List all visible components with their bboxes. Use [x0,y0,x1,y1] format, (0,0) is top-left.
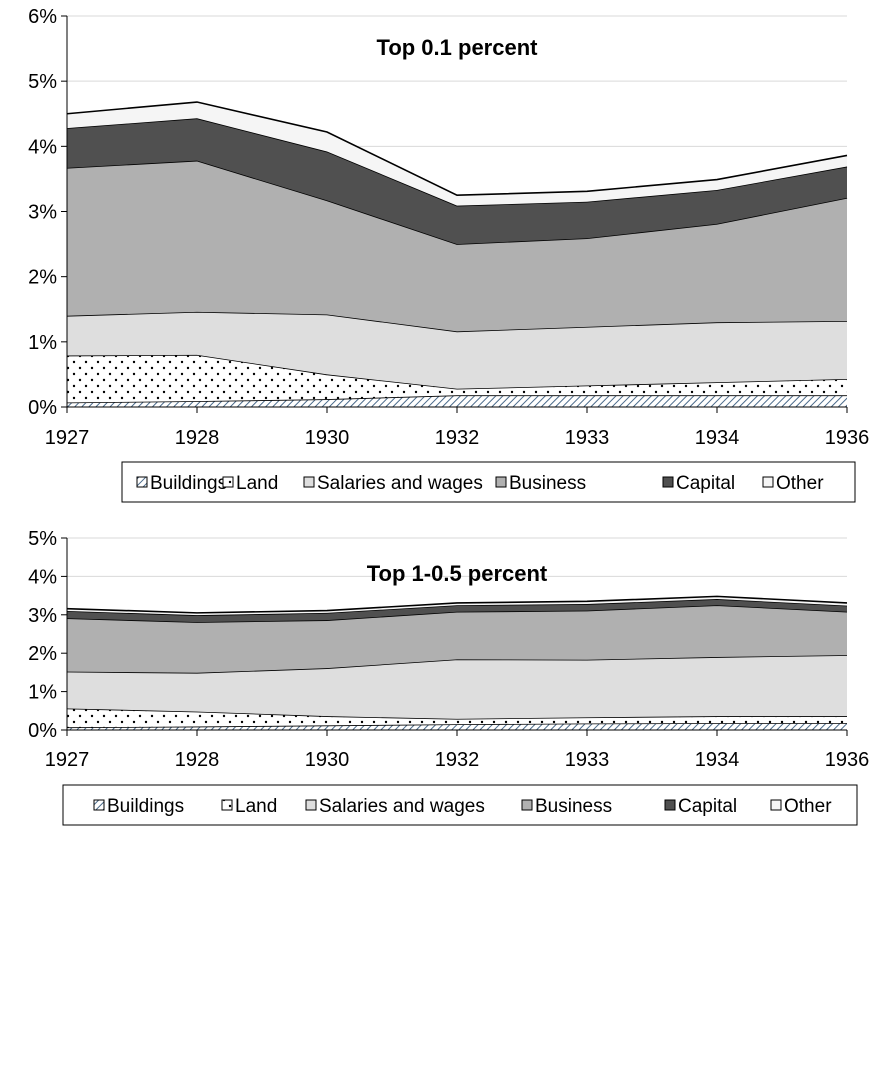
y-tick-label: 5% [28,528,57,550]
x-tick-label: 1933 [565,749,610,771]
x-tick-label: 1934 [695,427,740,449]
y-tick-label: 3% [28,605,57,627]
x-tick-label: 1936 [825,749,870,771]
y-tick-label: 6% [28,6,57,28]
y-tick-label: 2% [28,267,57,289]
y-tick-label: 2% [28,643,57,665]
legend-label-salaries: Salaries and wages [319,796,485,817]
y-tick-label: 4% [28,566,57,588]
x-tick-label: 1927 [45,749,90,771]
area-boundary-other [66,101,848,197]
area-buildings [67,395,847,407]
x-tick-label: 1932 [435,749,480,771]
legend-label-land: Land [236,473,278,494]
chart-title: Top 1-0.5 percent [367,561,548,586]
area-capital [67,118,847,245]
x-tick-label: 1934 [695,749,740,771]
y-tick-label: 1% [28,682,57,704]
legend-label-other: Other [784,796,832,817]
x-tick-label: 1930 [305,427,350,449]
y-tick-label: 1% [28,332,57,354]
area-capital [67,599,847,623]
y-tick-label: 3% [28,202,57,224]
legend-swatch-land [221,799,233,811]
legend-swatch-business [495,476,507,488]
area-salaries [67,311,847,389]
legend-swatch-land [222,476,234,488]
area-business [67,160,847,332]
area-other [67,596,847,616]
legend-label-other: Other [776,473,824,494]
legend-label-land: Land [235,796,277,817]
legend-swatch-salaries [303,476,315,488]
legend-box [62,784,858,826]
legend-label-business: Business [535,796,612,817]
chart-top-0-1-percent: 0% 1% 2% 3% 4% 5% 6% 1927 1928 1930 1932 1933 1934 19… [28,6,870,503]
x-tick-label: 1936 [825,427,870,449]
y-tick-label: 4% [28,136,57,158]
legend-label-business: Business [509,473,586,494]
area-land [67,354,847,403]
legend-swatch-capital [664,799,676,811]
area-land [67,708,847,728]
y-tick-label: 0% [28,397,57,419]
legend-label-capital: Capital [676,473,735,494]
area-boundary-other [66,595,848,614]
x-tick-label: 1928 [175,749,220,771]
chart-top-1-0-5-percent: 0% 1% 2% 3% 4% 5% 1927 1928 1930 1932 1933 1934 1936… [28,528,870,826]
legend-swatch-other [770,799,782,811]
y-tick-label: 0% [28,720,57,742]
x-tick-label: 1930 [305,749,350,771]
area-business [67,605,847,673]
legend-swatch-other [762,476,774,488]
x-tick-label: 1933 [565,427,610,449]
area-other [67,102,847,206]
legend-swatch-buildings [136,476,148,488]
legend-box [121,461,856,503]
x-tick-label: 1928 [175,427,220,449]
legend-swatch-salaries [305,799,317,811]
chart-title: Top 0.1 percent [377,35,539,60]
legend-label-capital: Capital [678,796,737,817]
legend-swatch-business [521,799,533,811]
area-buildings [67,723,847,730]
x-tick-label: 1932 [435,427,480,449]
legend: Buildings Land Salaries and wages Business C… [62,784,858,826]
x-tick-label: 1927 [45,427,90,449]
legend-swatch-buildings [93,799,105,811]
legend-label-salaries: Salaries and wages [317,473,483,494]
y-tick-label: 5% [28,71,57,93]
legend-label-buildings: Buildings [150,473,227,494]
legend: Buildings Land Salaries and wages Business C… [121,461,856,503]
legend-swatch-capital [662,476,674,488]
legend-label-buildings: Buildings [107,796,184,817]
